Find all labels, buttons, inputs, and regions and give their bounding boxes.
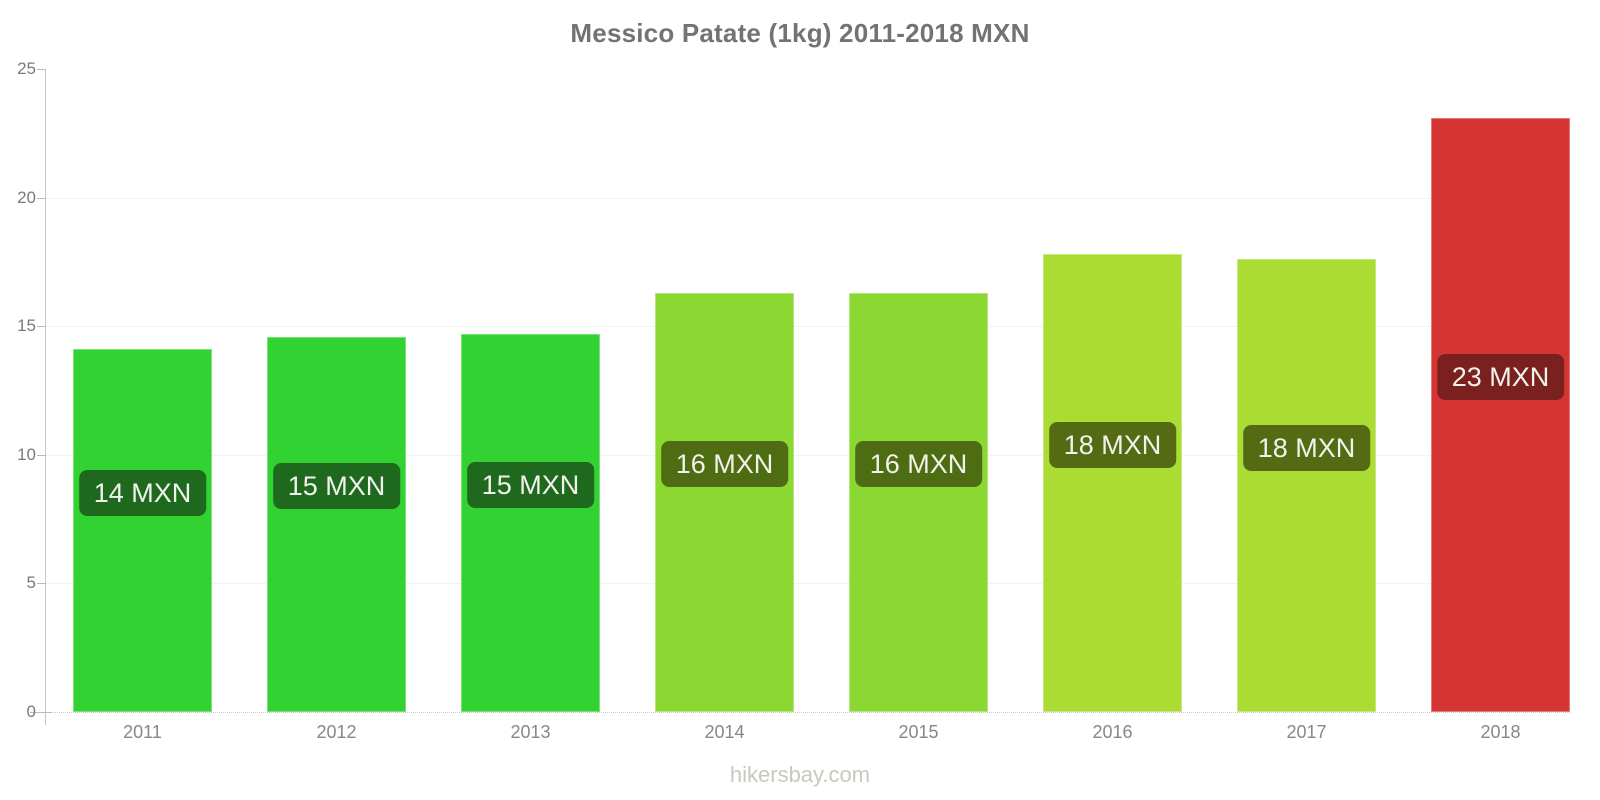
bar-2017[interactable]: 18 MXN	[1237, 259, 1376, 712]
x-tick-label-2011: 2011	[123, 722, 162, 742]
y-tick-label-5: 5	[26, 573, 36, 593]
bar-2011[interactable]: 14 MXN	[73, 349, 212, 712]
bar-value-label-2016: 18 MXN	[1048, 422, 1177, 469]
y-tick-label-15: 15	[17, 316, 36, 336]
watermark-text: hikersbay.com	[729, 762, 871, 787]
x-tick-label-2013: 2013	[510, 722, 551, 742]
x-axis-baseline	[46, 712, 1570, 713]
bar-2018[interactable]: 23 MXN	[1431, 117, 1570, 712]
x-tick-label-2017: 2017	[1286, 722, 1327, 742]
bar-value-label-2012: 15 MXN	[272, 463, 401, 510]
y-tick-label-10: 10	[17, 444, 36, 464]
gridline-10	[46, 454, 1570, 456]
bar-value-label-2017: 18 MXN	[1242, 424, 1371, 471]
y-tickmark-20	[37, 197, 46, 199]
bar-2013[interactable]: 15 MXN	[461, 333, 600, 712]
bar-2014[interactable]: 16 MXN	[655, 292, 794, 712]
y-tick-label-25: 25	[17, 59, 36, 78]
bar-2015[interactable]: 16 MXN	[849, 292, 988, 712]
x-tick-label-2018: 2018	[1480, 722, 1521, 742]
bar-value-label-2018: 23 MXN	[1436, 353, 1565, 400]
y-tickmark-5	[37, 583, 46, 585]
y-tickmark-10	[37, 454, 46, 456]
x-tick-label-2012: 2012	[316, 722, 357, 742]
y-tick-label-0: 0	[26, 702, 36, 721]
x-tick-label-2016: 2016	[1092, 722, 1133, 742]
bar-value-label-2014: 16 MXN	[660, 441, 789, 488]
gridline-5	[46, 583, 1570, 585]
plot-area: 14 MXN 15 MXN 15 MXN 16 MXN 16 MXN 18 MXN 18 M…	[46, 69, 1570, 713]
bar-value-label-2011: 14 MXN	[78, 469, 207, 516]
chart-title: Messico Patate (1kg) 2011-2018 MXN	[570, 18, 1030, 48]
gridline-20	[46, 197, 1570, 199]
gridline-15	[46, 326, 1570, 328]
y-tickmark-25	[37, 69, 46, 70]
y-axis-line	[45, 69, 46, 725]
y-tick-label-20: 20	[17, 187, 36, 207]
x-tick-label-2015: 2015	[898, 722, 939, 742]
x-tick-label-2014: 2014	[704, 722, 745, 742]
bar-2012[interactable]: 15 MXN	[267, 336, 406, 712]
bar-value-label-2013: 15 MXN	[466, 461, 595, 508]
bar-value-label-2015: 16 MXN	[854, 441, 983, 488]
y-tickmark-0	[30, 712, 52, 713]
bar-2016[interactable]: 18 MXN	[1043, 254, 1182, 712]
y-tickmark-15	[37, 326, 46, 328]
